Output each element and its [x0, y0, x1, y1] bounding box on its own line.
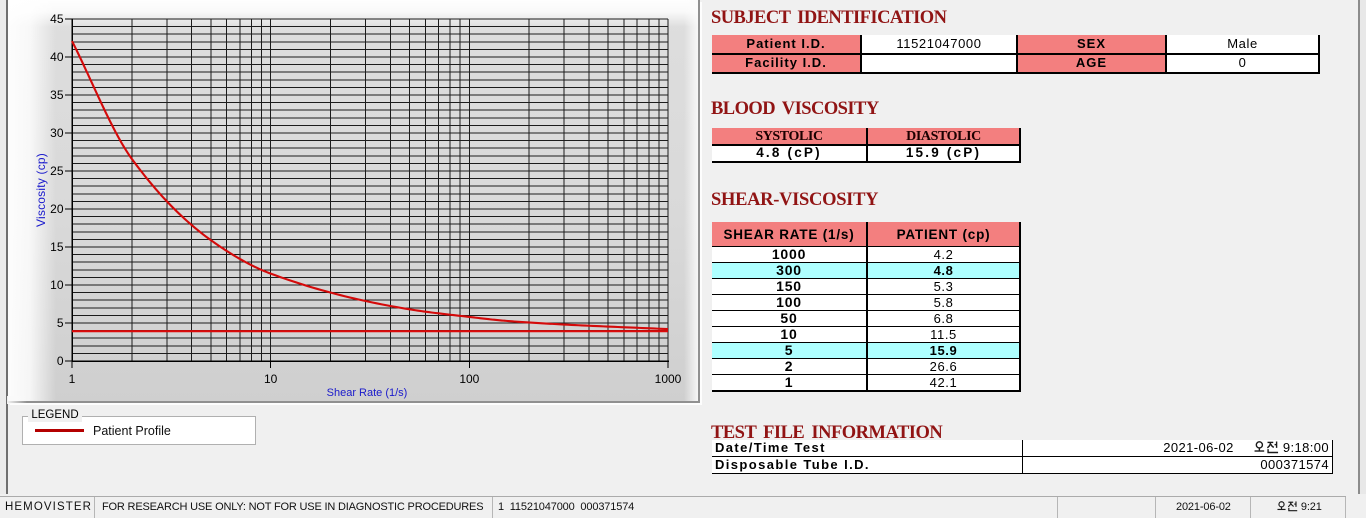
svg-text:35: 35 [50, 88, 64, 102]
svg-text:Shear Rate (1/s): Shear Rate (1/s) [327, 387, 408, 399]
svg-text:5: 5 [57, 316, 64, 330]
svg-text:10: 10 [264, 372, 278, 386]
svg-text:40: 40 [50, 50, 64, 64]
svg-text:Viscosity (cp): Viscosity (cp) [34, 153, 48, 227]
svg-text:0: 0 [57, 354, 64, 368]
svg-text:100: 100 [459, 372, 479, 386]
svg-text:15: 15 [50, 240, 64, 254]
svg-text:45: 45 [50, 12, 64, 26]
svg-text:1000: 1000 [655, 372, 682, 386]
svg-text:25: 25 [50, 164, 64, 178]
svg-text:1: 1 [69, 372, 76, 386]
svg-text:20: 20 [50, 202, 64, 216]
svg-text:10: 10 [50, 278, 64, 292]
svg-text:30: 30 [50, 126, 64, 140]
